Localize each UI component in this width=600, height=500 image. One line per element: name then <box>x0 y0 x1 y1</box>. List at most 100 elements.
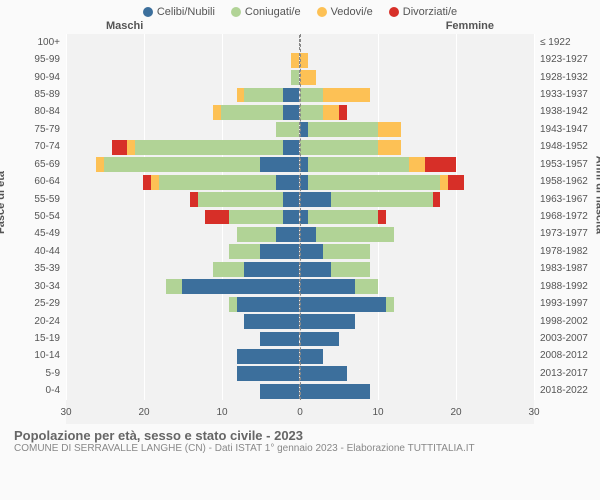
seg-celibi <box>300 192 331 207</box>
seg-coniugati <box>386 297 394 312</box>
legend-label: Divorziati/e <box>403 6 457 18</box>
male-bar <box>276 122 300 137</box>
seg-divorziati <box>378 210 386 225</box>
y-tick-birth: 1928-1932 <box>540 73 600 83</box>
seg-coniugati <box>221 105 283 120</box>
center-line <box>300 34 301 400</box>
seg-celibi <box>283 192 299 207</box>
female-bar <box>300 53 308 68</box>
y-tick-age: 80-84 <box>0 107 60 117</box>
seg-divorziati <box>112 140 128 155</box>
seg-coniugati <box>331 262 370 277</box>
seg-coniugati <box>213 262 244 277</box>
seg-vedovi <box>440 175 448 190</box>
female-bar <box>300 210 386 225</box>
y-tick-age: 35-39 <box>0 264 60 274</box>
y-tick-birth: 1923-1927 <box>540 55 600 65</box>
female-bar <box>300 175 464 190</box>
male-bar <box>260 384 300 399</box>
male-bar <box>291 53 300 68</box>
female-bar <box>300 70 316 85</box>
seg-coniugati <box>316 227 394 242</box>
female-bar <box>300 279 378 294</box>
y-tick-age: 85-89 <box>0 90 60 100</box>
seg-coniugati <box>300 140 378 155</box>
female-bar <box>300 349 323 364</box>
female-bar <box>300 140 401 155</box>
seg-coniugati <box>300 88 323 103</box>
legend-item: Coniugati/e <box>231 6 301 18</box>
seg-coniugati <box>237 227 276 242</box>
y-axis-left-title: Fasce di età <box>0 171 7 234</box>
seg-celibi <box>260 384 299 399</box>
seg-celibi <box>260 244 299 259</box>
seg-vedovi <box>300 70 316 85</box>
male-bar <box>291 70 300 85</box>
seg-coniugati <box>291 70 299 85</box>
y-tick-age: 45-49 <box>0 229 60 239</box>
seg-celibi <box>244 262 299 277</box>
y-tick-age: 55-59 <box>0 195 60 205</box>
male-bar <box>237 88 300 103</box>
y-tick-age: 15-19 <box>0 334 60 344</box>
seg-celibi <box>300 297 386 312</box>
y-tick-birth: 2018-2022 <box>540 386 600 396</box>
y-tick-age: 60-64 <box>0 177 60 187</box>
seg-coniugati <box>198 192 284 207</box>
female-bar <box>300 262 370 277</box>
seg-vedovi <box>96 157 104 172</box>
legend: Celibi/Nubili Coniugati/e Vedovi/e Divorzia… <box>0 0 600 20</box>
seg-coniugati <box>135 140 283 155</box>
y-tick-birth: 1983-1987 <box>540 264 600 274</box>
grid-line <box>534 34 535 400</box>
legend-item: Vedovi/e <box>317 6 373 18</box>
legend-label: Vedovi/e <box>331 6 373 18</box>
female-bar <box>300 122 401 137</box>
y-tick-age: 5-9 <box>0 369 60 379</box>
seg-divorziati <box>205 210 228 225</box>
male-bar <box>166 279 300 294</box>
male-bar <box>244 314 300 329</box>
seg-vedovi <box>409 157 425 172</box>
legend-item: Celibi/Nubili <box>143 6 215 18</box>
seg-celibi <box>300 366 347 381</box>
seg-celibi <box>260 332 299 347</box>
seg-celibi <box>276 227 299 242</box>
male-bar <box>213 262 300 277</box>
seg-celibi <box>283 210 299 225</box>
y-tick-birth: 1943-1947 <box>540 125 600 135</box>
legend-item: Divorziati/e <box>389 6 457 18</box>
male-bar <box>190 192 300 207</box>
seg-celibi <box>283 140 299 155</box>
female-label: Femmine <box>300 20 534 32</box>
y-tick-birth: 1988-1992 <box>540 282 600 292</box>
male-bar <box>143 175 300 190</box>
y-tick-age: 40-44 <box>0 247 60 257</box>
male-bar <box>205 210 300 225</box>
male-bar <box>237 366 300 381</box>
y-tick-age: 100+ <box>0 38 60 48</box>
legend-swatch <box>317 7 327 17</box>
seg-vedovi <box>237 88 245 103</box>
y-tick-age: 65-69 <box>0 160 60 170</box>
seg-divorziati <box>190 192 198 207</box>
seg-celibi <box>300 314 355 329</box>
seg-vedovi <box>300 53 308 68</box>
legend-label: Celibi/Nubili <box>157 6 215 18</box>
seg-coniugati <box>229 210 284 225</box>
seg-celibi <box>300 122 308 137</box>
y-tick-birth: 1968-1972 <box>540 212 600 222</box>
seg-coniugati <box>104 157 260 172</box>
seg-celibi <box>300 262 331 277</box>
male-label: Maschi <box>66 20 300 32</box>
x-tick: 0 <box>297 407 303 418</box>
seg-coniugati <box>355 279 378 294</box>
footer: Popolazione per età, sesso e stato civil… <box>0 424 600 458</box>
male-bar <box>229 244 300 259</box>
male-bar <box>112 140 300 155</box>
y-tick-age: 70-74 <box>0 142 60 152</box>
footer-subtitle: COMUNE DI SERRAVALLE LANGHE (CN) - Dati … <box>14 443 586 454</box>
y-tick-birth: ≤ 1922 <box>540 38 600 48</box>
female-bar <box>300 105 347 120</box>
legend-label: Coniugati/e <box>245 6 301 18</box>
